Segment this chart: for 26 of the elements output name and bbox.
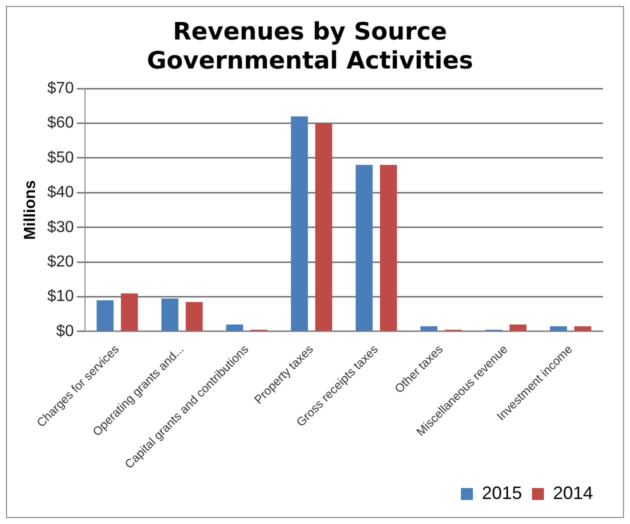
- chart-subtitle: Governmental Activities: [146, 46, 474, 74]
- bar: [161, 298, 178, 331]
- bar: [226, 324, 244, 331]
- y-tick-label: $70: [47, 80, 74, 98]
- y-tick-label: $50: [47, 149, 74, 166]
- y-tick-label: $40: [47, 184, 74, 202]
- y-tick-label: $60: [47, 114, 74, 132]
- bar: [380, 164, 397, 331]
- bar: [550, 326, 567, 331]
- bar: [510, 324, 526, 331]
- bar: [420, 326, 438, 331]
- y-tick-label: $10: [47, 288, 74, 306]
- legend-label: 2015: [482, 482, 522, 503]
- y-tick-label: $0: [56, 322, 74, 340]
- bar: [96, 300, 114, 331]
- y-axis-title: Millions: [22, 180, 40, 240]
- bar: [186, 302, 203, 331]
- legend-label: 2014: [552, 482, 594, 503]
- bar: [356, 164, 373, 331]
- bar: [120, 293, 138, 331]
- bar: [574, 326, 592, 331]
- y-tick-label: $30: [47, 218, 74, 236]
- bar: [315, 123, 332, 331]
- bar: [290, 116, 308, 331]
- chart-title: Revenues by Source: [172, 18, 448, 46]
- y-tick-label: $20: [47, 253, 74, 270]
